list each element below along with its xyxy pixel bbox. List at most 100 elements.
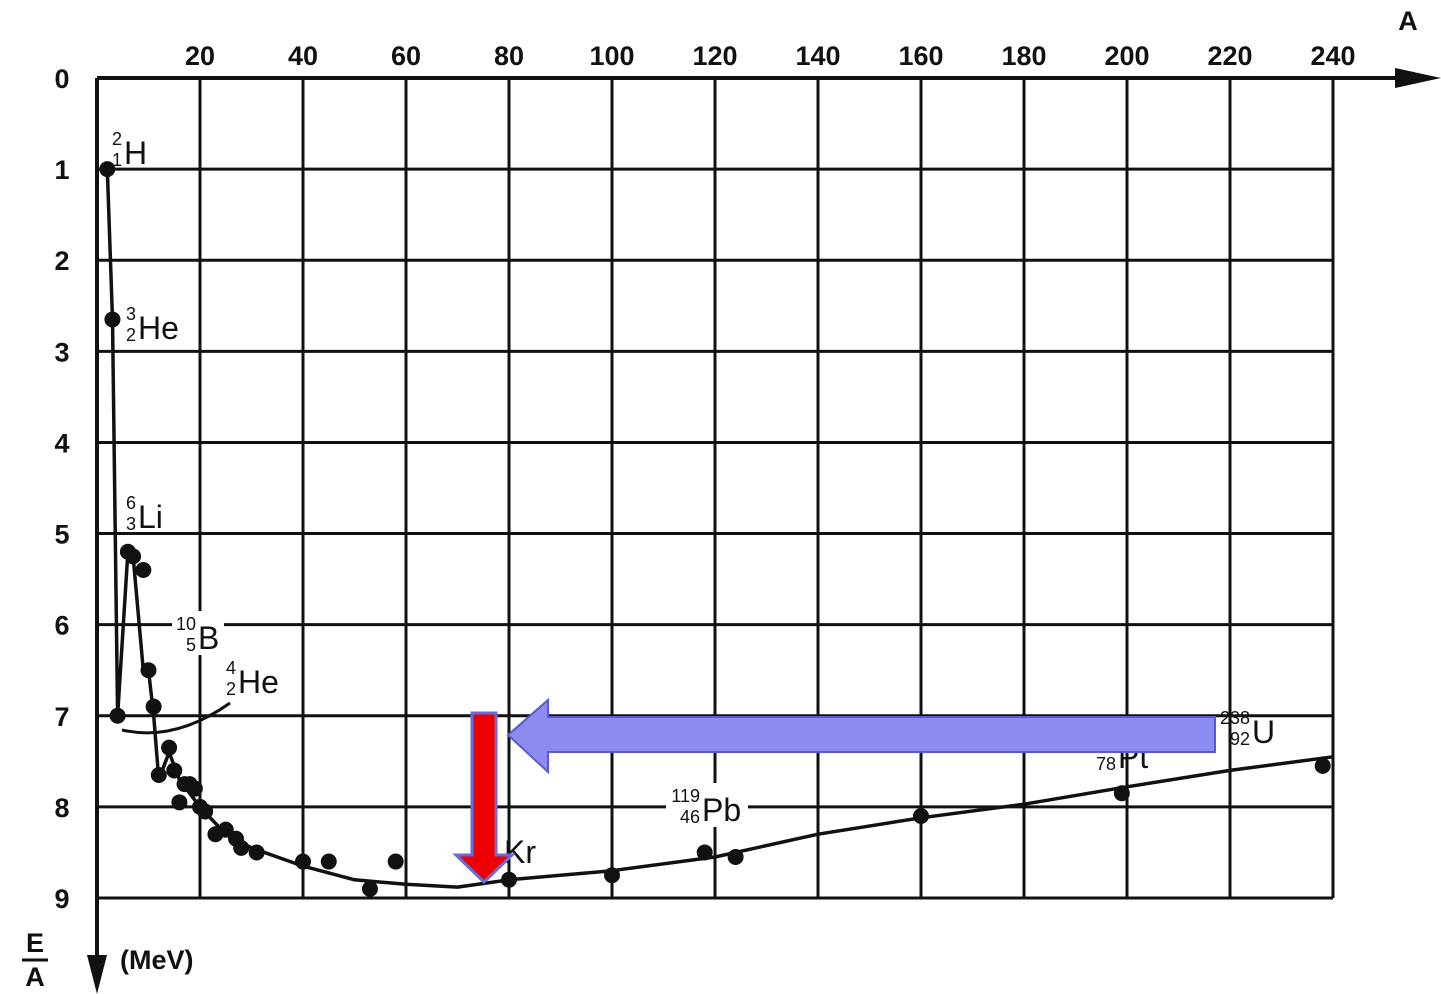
mass-number: 4 — [226, 658, 236, 678]
y-tick-label: 0 — [54, 64, 69, 94]
tick-labels: 20 40 60 80 100 120 140 160 180 200 220 24001234567… — [54, 41, 1355, 914]
isotope-label: Kr — [504, 834, 536, 870]
grid — [97, 78, 1335, 900]
x-tick-label: 200 — [1104, 41, 1149, 71]
data-point — [186, 780, 203, 797]
data-point — [109, 707, 126, 724]
data-point — [1314, 757, 1331, 774]
x-tick-label: 180 — [1001, 41, 1046, 71]
atomic-number: 92 — [1230, 729, 1250, 749]
mass-number: 2 — [112, 129, 122, 149]
mass-number: 238 — [1220, 708, 1250, 728]
label-background — [666, 783, 748, 827]
data-point — [1113, 785, 1130, 802]
x-axis-arrowhead — [1395, 68, 1441, 88]
y-tick-label: 9 — [54, 884, 69, 914]
x-tick-label: 160 — [898, 41, 943, 71]
data-point — [99, 161, 116, 178]
data-point — [166, 762, 183, 779]
y-tick-label: 3 — [54, 337, 69, 367]
data-point — [727, 849, 744, 865]
mass-number: 10 — [176, 614, 196, 634]
x-tick-label: 60 — [391, 41, 421, 71]
data-point — [197, 803, 214, 820]
data-point — [604, 867, 620, 884]
element-symbol: B — [198, 620, 219, 656]
data-point — [913, 808, 929, 824]
axis-labels: A E A (MeV) — [22, 6, 1418, 992]
x-tick-label: 220 — [1207, 41, 1252, 71]
element-symbol: He — [138, 310, 179, 346]
element-symbol: Li — [138, 499, 163, 535]
data-point — [125, 548, 142, 565]
x-tick-label: 140 — [795, 41, 840, 71]
atomic-number: 5 — [186, 635, 196, 655]
atomic-number: 1 — [112, 150, 122, 170]
overlay-arrows — [452, 697, 1216, 885]
x-tick-label: 20 — [185, 41, 215, 71]
data-point — [150, 767, 167, 783]
data-points — [99, 161, 1331, 897]
red-down-arrow — [452, 711, 516, 885]
y-tick-label: 6 — [54, 611, 69, 641]
x-tick-label: 120 — [692, 41, 737, 71]
x-tick-label: 80 — [494, 41, 524, 71]
x-axis-label: A — [1398, 6, 1418, 36]
x-tick-label: 240 — [1310, 41, 1355, 71]
data-point — [387, 853, 404, 870]
binding-energy-curve — [105, 169, 1334, 889]
label-background — [222, 655, 284, 699]
data-point — [171, 794, 188, 811]
element-symbol: H — [124, 135, 147, 171]
y-tick-label: 2 — [54, 246, 69, 276]
y-axis-label-denominator: A — [25, 962, 45, 992]
y-tick-label: 5 — [54, 520, 69, 550]
data-point — [320, 853, 337, 870]
data-point — [295, 853, 311, 870]
y-axis-unit: (MeV) — [120, 945, 194, 975]
y-axis-arrowhead — [87, 955, 107, 994]
isotope-label: 32 He — [126, 304, 179, 346]
x-tick-label: 40 — [288, 41, 318, 71]
mass-number: 6 — [126, 493, 136, 513]
y-tick-label: 4 — [54, 428, 69, 458]
y-axis-label-numerator: E — [26, 928, 44, 958]
data-point — [161, 739, 178, 756]
data-point — [104, 311, 121, 328]
atomic-number: 2 — [226, 679, 236, 699]
data-point — [361, 880, 378, 897]
blue-left-arrow — [506, 697, 1216, 775]
atomic-number: 3 — [126, 514, 136, 534]
mass-number: 3 — [126, 304, 136, 324]
data-point — [233, 839, 250, 856]
y-tick-label: 1 — [54, 155, 69, 185]
data-point — [145, 698, 162, 715]
element-symbol: He — [238, 664, 279, 700]
y-tick-label: 8 — [54, 793, 69, 823]
isotope-label: 42 He — [222, 655, 284, 700]
isotope-label: 105 B — [172, 611, 224, 656]
isotope-label: 21 H — [112, 129, 147, 171]
isotope-label: 63 Li — [126, 493, 163, 535]
element-symbol: Pb — [702, 792, 741, 828]
atomic-number: 46 — [680, 807, 700, 827]
data-point — [135, 562, 152, 578]
data-point — [140, 662, 157, 679]
he4-arc — [121, 701, 231, 735]
atomic-number: 78 — [1096, 754, 1116, 774]
data-point — [501, 871, 517, 888]
element-symbol: U — [1252, 714, 1275, 750]
label-background — [172, 611, 224, 655]
y-tick-label: 7 — [54, 702, 69, 732]
curve-line — [105, 169, 1334, 889]
mass-number: 119 — [671, 786, 700, 806]
x-tick-label: 100 — [589, 41, 634, 71]
element-symbol: Kr — [504, 834, 536, 870]
data-point — [248, 844, 265, 861]
data-point — [696, 844, 713, 861]
data-point — [217, 821, 234, 838]
